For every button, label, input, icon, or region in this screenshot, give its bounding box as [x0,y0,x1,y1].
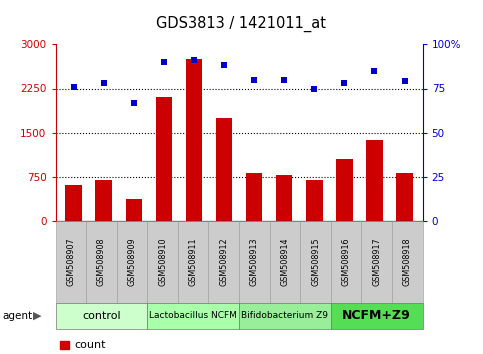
Point [70,84,77,90]
Text: GSM508909: GSM508909 [128,238,137,286]
Point [280,77,288,82]
Point [341,80,348,86]
Point [190,57,198,63]
Bar [96,180,112,221]
Bar [156,97,172,221]
Point [160,59,168,65]
Bar [65,185,82,221]
Bar [336,159,353,221]
Text: GSM508910: GSM508910 [158,238,167,286]
Bar [185,59,202,221]
Text: GSM508913: GSM508913 [250,238,259,286]
Text: GSM508918: GSM508918 [403,238,412,286]
Point [311,86,318,91]
Bar [126,199,142,221]
Text: GSM508915: GSM508915 [311,238,320,286]
Text: GSM508907: GSM508907 [66,238,75,286]
Point [220,63,228,68]
Bar [366,140,383,221]
Point [401,79,409,84]
Bar [396,173,413,221]
Text: count: count [74,340,105,350]
Text: GSM508914: GSM508914 [281,238,289,286]
Text: GSM508917: GSM508917 [372,238,381,286]
Bar [216,118,232,221]
Text: Bifidobacterium Z9: Bifidobacterium Z9 [242,312,328,320]
Bar [276,175,293,221]
Text: GSM508912: GSM508912 [219,238,228,286]
Text: agent: agent [2,311,32,321]
Text: GDS3813 / 1421011_at: GDS3813 / 1421011_at [156,16,327,32]
Text: GSM508916: GSM508916 [341,238,351,286]
Bar [306,180,323,221]
Text: GSM508911: GSM508911 [189,238,198,286]
Text: Lactobacillus NCFM: Lactobacillus NCFM [149,312,237,320]
Bar [246,173,262,221]
Text: control: control [82,311,121,321]
Point [130,100,138,105]
Point [100,80,108,86]
Point [250,77,258,82]
Text: ▶: ▶ [33,311,42,321]
Text: GSM508908: GSM508908 [97,238,106,286]
Text: NCFM+Z9: NCFM+Z9 [342,309,411,322]
Point [370,68,378,74]
